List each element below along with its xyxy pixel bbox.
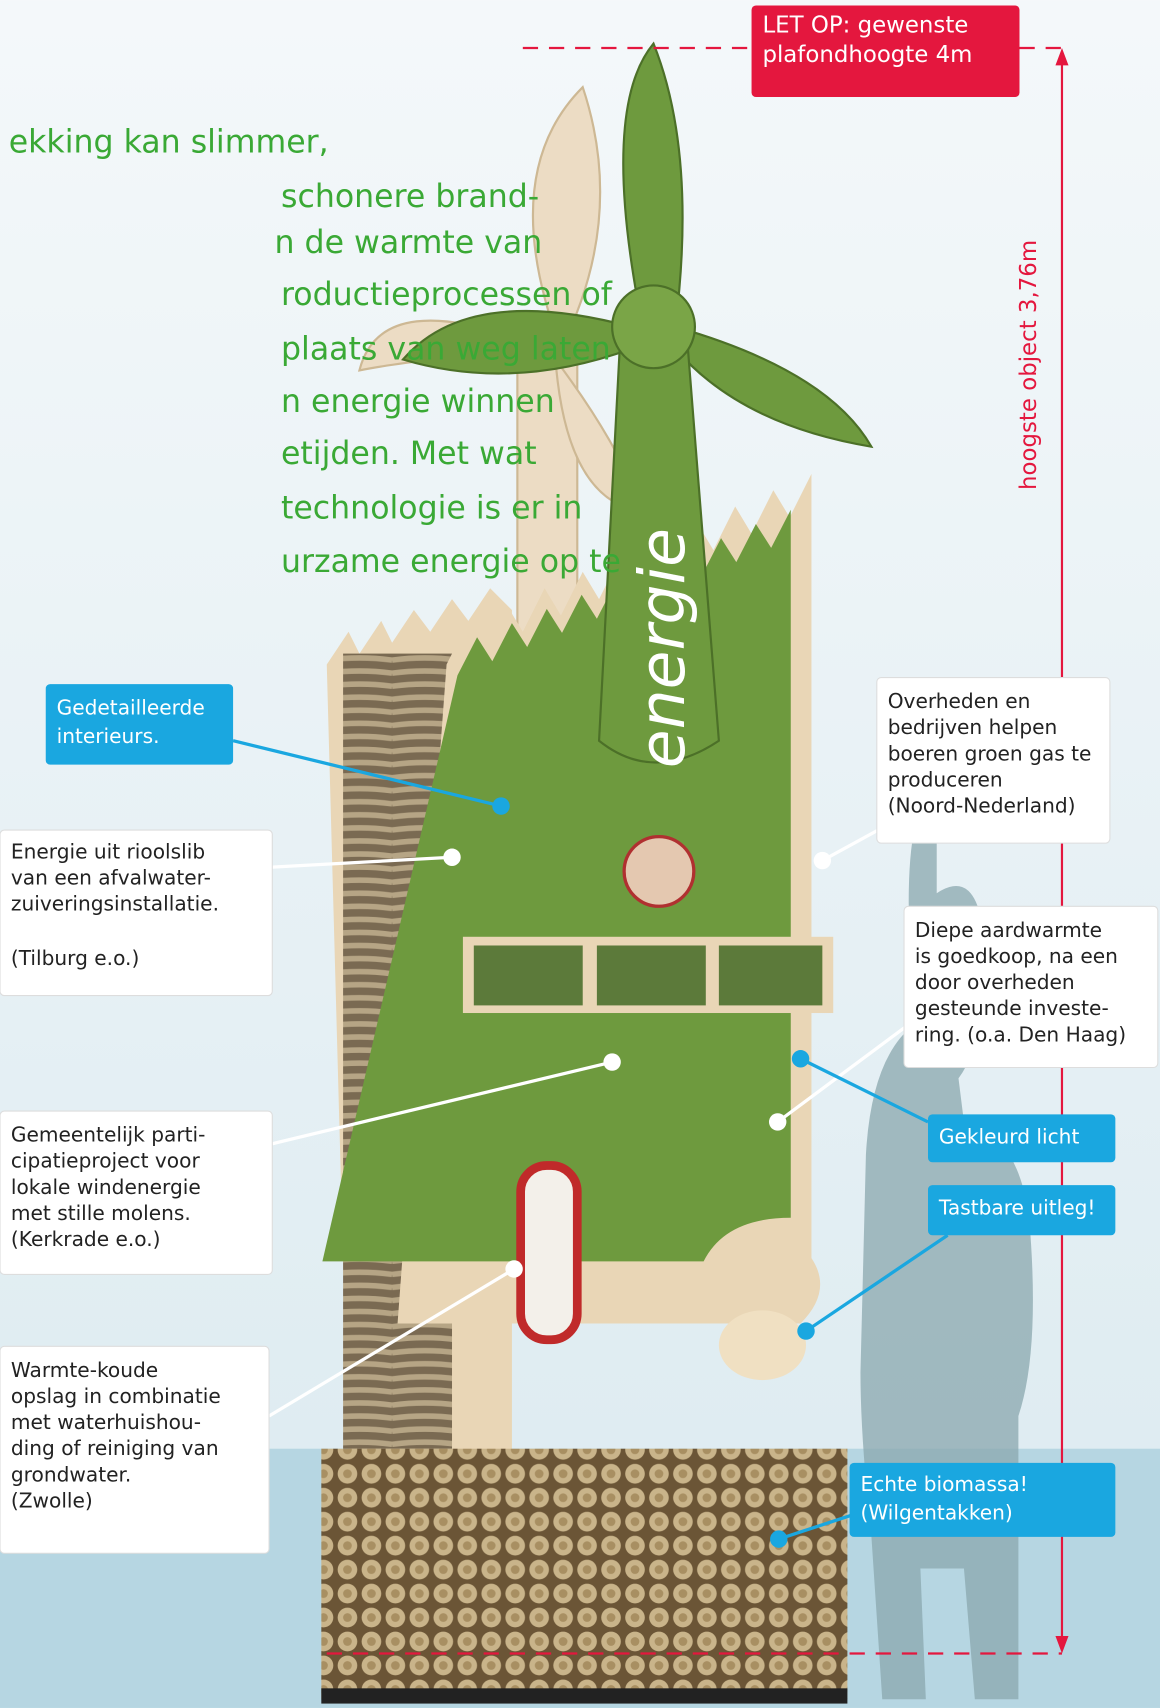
leader-dot bbox=[814, 852, 831, 869]
leader-dot bbox=[797, 1322, 814, 1339]
callout-text: Gedetailleerde bbox=[57, 696, 205, 720]
intro-line: plaats van weg laten bbox=[281, 332, 611, 368]
leader-dot bbox=[443, 849, 460, 866]
callout-text: Gemeentelijk parti- bbox=[11, 1123, 205, 1147]
callout-text: met stille molens. bbox=[11, 1201, 191, 1225]
callout-text: Energie uit rioolslib bbox=[11, 839, 205, 863]
pinwheel bbox=[624, 837, 694, 907]
callout-text: Echte biomassa! bbox=[860, 1472, 1027, 1496]
callout-text: opslag in combinatie bbox=[11, 1384, 221, 1408]
callout-text: (Zwolle) bbox=[11, 1489, 93, 1513]
callout-text: grondwater. bbox=[11, 1462, 131, 1486]
leader-dot bbox=[770, 1530, 787, 1547]
intro-line: technologie is er in bbox=[281, 491, 582, 527]
callout-text: Tastbare uitleg! bbox=[938, 1196, 1096, 1220]
leader-dot bbox=[769, 1113, 786, 1130]
intro-line: roductieprocessen of bbox=[281, 277, 613, 313]
callout-text: (Tilburg e.o.) bbox=[11, 946, 139, 970]
callout-text: gesteunde investe- bbox=[915, 996, 1109, 1020]
callout-text: (Kerkrade e.o.) bbox=[11, 1227, 161, 1251]
callout-text: van een afvalwater- bbox=[11, 865, 211, 889]
kettle-niche bbox=[719, 1310, 806, 1380]
callout-text: boeren groen gas te bbox=[888, 741, 1092, 765]
callout-text: met waterhuishou- bbox=[11, 1410, 201, 1434]
intro-line: ekking kan slimmer, bbox=[9, 125, 329, 161]
callout-text: bedrijven helpen bbox=[888, 715, 1058, 739]
callout-text: lokale windenergie bbox=[11, 1175, 201, 1199]
callout-text: (Noord-Nederland) bbox=[888, 794, 1076, 818]
callout-text: door overheden bbox=[915, 970, 1075, 994]
intro-line: etijden. Met wat bbox=[281, 436, 537, 472]
callout-text: Gekleurd licht bbox=[939, 1125, 1080, 1149]
intro-line: n energie winnen bbox=[281, 384, 555, 420]
intro-line: urzame energie op te bbox=[281, 544, 621, 580]
callout-text: cipatieproject voor bbox=[11, 1149, 201, 1173]
callout-text: is goedkoop, na een bbox=[915, 944, 1118, 968]
scene: energie hoogste object 3,76m LET OP: gew… bbox=[0, 0, 1160, 1708]
leader-dot bbox=[603, 1053, 620, 1070]
log-base bbox=[321, 1449, 847, 1700]
callout-text: Diepe aardwarmte bbox=[915, 918, 1102, 942]
callout-text: Overheden en bbox=[888, 689, 1031, 713]
page: energie hoogste object 3,76m LET OP: gew… bbox=[0, 0, 1160, 1708]
callout-text: ring. (o.a. Den Haag) bbox=[915, 1022, 1126, 1046]
callout-text: (Wilgentakken) bbox=[860, 1501, 1012, 1525]
callout-text: produceren bbox=[888, 767, 1003, 791]
intro-line: n de warmte van bbox=[274, 225, 542, 261]
height-label: hoogste object 3,76m bbox=[1016, 240, 1042, 490]
callout-text: Warmte-koude bbox=[11, 1358, 158, 1382]
leader-dot bbox=[792, 1050, 809, 1067]
leader-dot bbox=[492, 797, 509, 814]
intro-line: schonere brand- bbox=[281, 179, 539, 215]
thermos bbox=[521, 1166, 578, 1340]
callout-text: interieurs. bbox=[57, 724, 160, 748]
leader-dot bbox=[505, 1260, 522, 1277]
board-title: energie bbox=[625, 528, 699, 768]
callout-text: ding of reiniging van bbox=[11, 1436, 219, 1460]
plinth bbox=[321, 1688, 847, 1703]
callout-text: zuiveringsinstallatie. bbox=[11, 892, 219, 916]
note-text: plafondhoogte 4m bbox=[762, 42, 972, 68]
note-text: LET OP: gewenste bbox=[762, 13, 968, 39]
